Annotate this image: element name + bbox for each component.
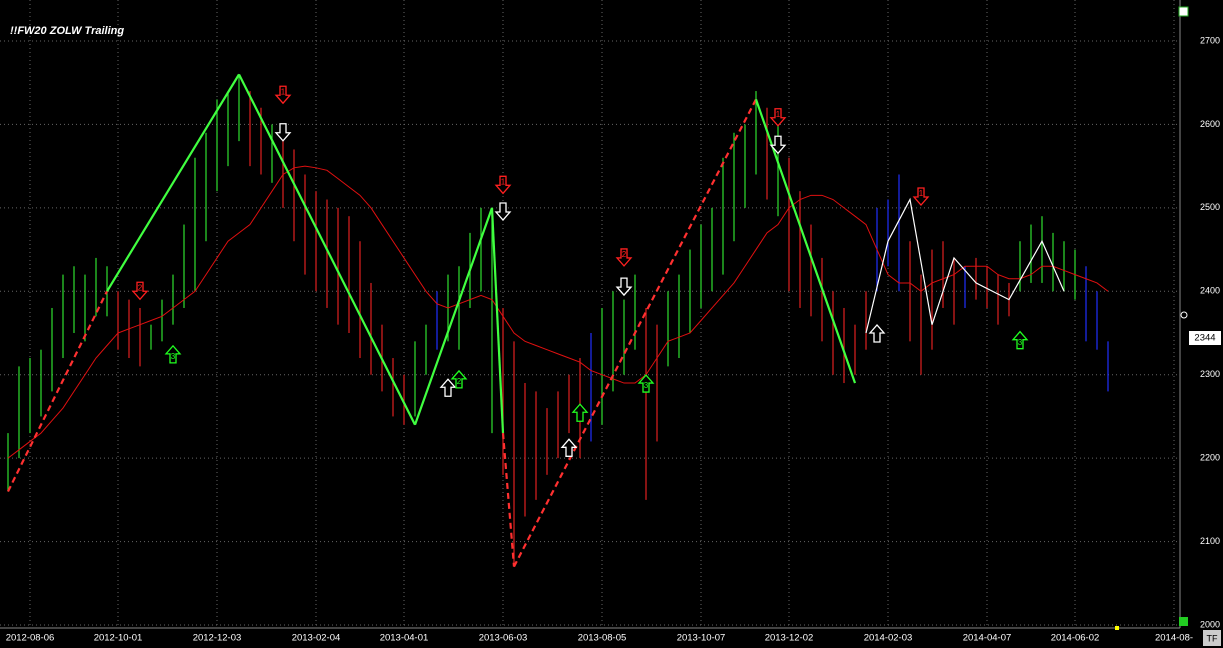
zigzag-segment bbox=[501, 433, 516, 567]
corner-button[interactable] bbox=[1178, 6, 1189, 17]
x-tick-label: 2013-04-01 bbox=[380, 633, 429, 644]
x-tick-label: 2013-10-07 bbox=[677, 633, 726, 644]
signal-label: 1 bbox=[501, 177, 506, 186]
x-tick-label: 2013-06-03 bbox=[479, 633, 528, 644]
zigzag-segment bbox=[106, 73, 240, 292]
signal-label: 1 bbox=[776, 110, 781, 119]
moving-average bbox=[7, 165, 1109, 459]
corner-button[interactable] bbox=[1179, 617, 1188, 626]
signal-arrow bbox=[769, 108, 787, 127]
y-tick-label: 2400 bbox=[1200, 286, 1220, 296]
signal-arrow bbox=[131, 281, 149, 301]
x-tick-label: 2013-02-04 bbox=[292, 633, 341, 644]
chart-title: !!FW20 ZOLW Trailing bbox=[10, 25, 124, 37]
signal-arrow bbox=[494, 202, 512, 222]
x-tick-label: 2014-06-02 bbox=[1051, 633, 1100, 644]
last-price-box bbox=[1189, 331, 1221, 346]
signal-label: 2 bbox=[138, 283, 143, 292]
y-tick-label: 2000 bbox=[1200, 619, 1220, 629]
x-tick-label: 2012-08-06 bbox=[6, 633, 55, 644]
signal-arrow bbox=[274, 85, 292, 105]
signal-label: 3 bbox=[644, 381, 649, 390]
signal-label: 1 bbox=[281, 87, 286, 96]
signal-arrow bbox=[571, 403, 589, 422]
x-tick-label: 2014-02-03 bbox=[864, 633, 913, 644]
signal-arrow bbox=[912, 187, 930, 206]
x-tick-label: 2014-08- bbox=[1155, 633, 1193, 644]
last-price-dot bbox=[1180, 311, 1188, 319]
signal-arrow bbox=[494, 175, 512, 195]
zigzag-segment bbox=[7, 290, 108, 493]
plot: 2 3 1 2 1 2 3 1 1 3 bbox=[7, 73, 1109, 568]
y-tick-label: 2500 bbox=[1200, 202, 1220, 212]
y-tick-label: 2100 bbox=[1200, 536, 1220, 546]
y-tick-label: 2300 bbox=[1200, 369, 1220, 379]
signal-arrow bbox=[615, 277, 633, 297]
signal-label: 3 bbox=[171, 352, 176, 361]
x-tick-label: 2014-04-07 bbox=[963, 633, 1012, 644]
y-tick-label: 2600 bbox=[1200, 119, 1220, 129]
x-tick-label: 2012-10-01 bbox=[94, 633, 143, 644]
y-tick-label: 2700 bbox=[1200, 35, 1220, 45]
signal-arrow bbox=[637, 374, 655, 393]
x-tick-label: 2012-12-03 bbox=[193, 633, 242, 644]
zigzag-segment bbox=[513, 98, 757, 568]
signal-arrow bbox=[274, 123, 292, 142]
signal-arrow bbox=[560, 438, 578, 457]
tf-label: TF bbox=[1207, 633, 1218, 643]
signal-label: 3 bbox=[1018, 338, 1023, 347]
signal-arrow bbox=[615, 248, 633, 267]
last-price-label: 2344 bbox=[1194, 333, 1215, 344]
signal-label: 1 bbox=[919, 189, 924, 198]
tf-box[interactable] bbox=[1203, 630, 1221, 646]
marker bbox=[1115, 626, 1119, 630]
x-tick-label: 2013-12-02 bbox=[765, 633, 814, 644]
zigzag-segment bbox=[238, 73, 416, 426]
signal-arrow bbox=[769, 135, 787, 155]
y-tick-label: 2200 bbox=[1200, 453, 1220, 463]
grid bbox=[0, 0, 1180, 628]
signal-arrow bbox=[164, 344, 182, 364]
signal-label: 2 bbox=[457, 377, 462, 386]
signal-label: 2 bbox=[622, 250, 627, 259]
zigzag-line bbox=[865, 197, 1065, 334]
zigzag-segment bbox=[490, 207, 505, 434]
signal-arrow bbox=[1011, 330, 1029, 350]
signal-arrow bbox=[450, 369, 468, 389]
signal-arrow bbox=[868, 324, 886, 343]
x-tick-label: 2013-08-05 bbox=[578, 633, 627, 644]
signal-arrow bbox=[439, 378, 457, 397]
zigzag-segment bbox=[413, 207, 494, 426]
